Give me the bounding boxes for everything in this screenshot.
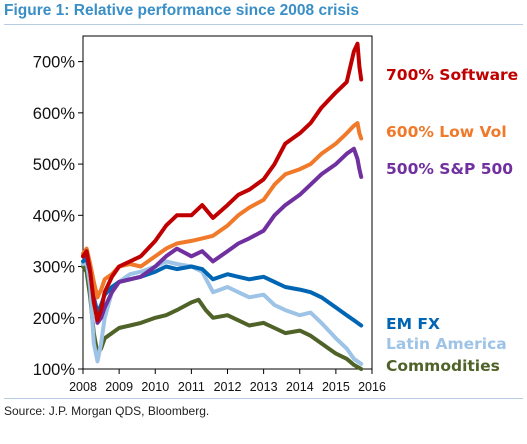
x-tick-label: 2013	[250, 380, 278, 394]
x-tick-label: 2012	[214, 380, 242, 394]
relative-performance-chart: 100% 200% 300% 400% 500% 600% 700% 2008 2009 2010…	[33, 35, 518, 394]
y-tick-label: 300%	[33, 259, 76, 277]
y-tick-label: 700%	[33, 54, 76, 72]
x-tick-label: 2010	[141, 380, 169, 394]
x-tick-label: 2016	[358, 380, 386, 394]
series-label-latin-america: Latin America	[386, 335, 507, 353]
x-tick-label: 2015	[322, 380, 350, 394]
x-tick-label: 2009	[105, 380, 133, 394]
x-tick-label: 2014	[286, 380, 314, 394]
y-tick-label: 100%	[33, 361, 76, 379]
series-label-commodities: Commodities	[386, 357, 500, 375]
series-line-500-s-p-500	[81, 146, 364, 325]
series-line-600-low-vol	[81, 121, 364, 300]
x-tick-label: 2008	[69, 380, 97, 394]
source-divider	[4, 398, 523, 399]
y-tick-label: 400%	[33, 207, 76, 225]
series-label-700-software: 700% Software	[386, 66, 518, 84]
y-tick-label: 500%	[33, 156, 76, 174]
figure-title: Figure 1: Relative performance since 200…	[4, 2, 359, 19]
series-line-700-software	[81, 41, 364, 323]
series-label-500-s-p-500: 500% S&P 500	[386, 160, 513, 178]
y-tick-label: 200%	[33, 310, 76, 328]
series-label-600-low-vol: 600% Low Vol	[386, 123, 507, 141]
source-note: Source: J.P. Morgan QDS, Bloomberg.	[4, 404, 210, 418]
y-tick-label: 600%	[33, 105, 76, 123]
title-divider	[4, 24, 523, 25]
series-label-em-fx: EM FX	[386, 315, 440, 333]
x-tick-label: 2011	[178, 380, 205, 394]
